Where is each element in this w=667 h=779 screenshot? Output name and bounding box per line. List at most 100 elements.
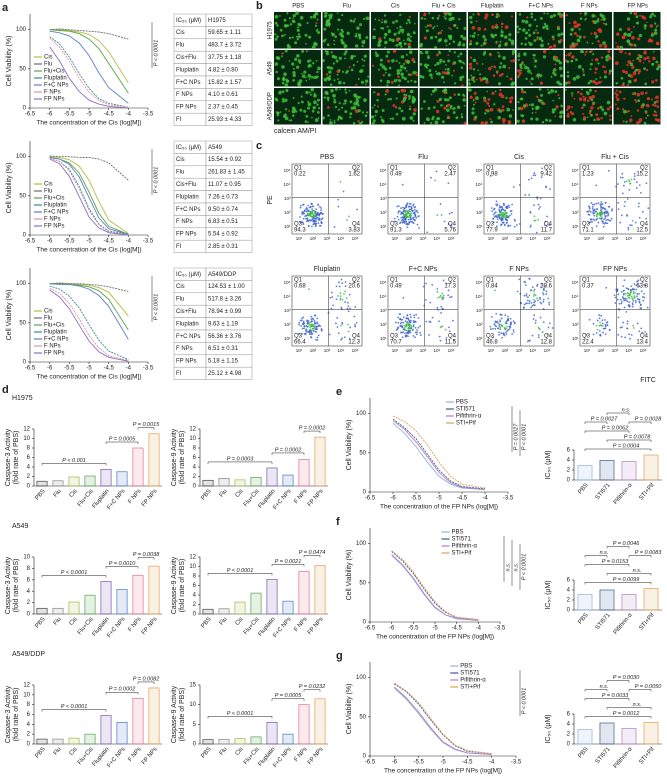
cell-dot bbox=[363, 54, 367, 58]
cell-dot bbox=[323, 77, 328, 82]
cell-dot bbox=[395, 38, 400, 42]
cell-dot bbox=[498, 92, 503, 97]
event-dot bbox=[298, 333, 300, 335]
cell-dot bbox=[283, 72, 287, 77]
cell-dot bbox=[524, 65, 528, 70]
cell-dot bbox=[484, 120, 489, 125]
event-dot bbox=[436, 291, 439, 293]
quadrant-value: 46.8 bbox=[486, 340, 498, 346]
event-dot bbox=[638, 293, 640, 295]
event-dot bbox=[442, 296, 445, 299]
event-dot bbox=[410, 206, 413, 209]
event-dot bbox=[633, 172, 636, 175]
event-dot bbox=[627, 228, 630, 231]
cell-dot bbox=[533, 57, 535, 60]
event-dot bbox=[645, 182, 648, 185]
x-tick-label: 10⁵ bbox=[352, 348, 359, 353]
cell-dot bbox=[502, 121, 505, 124]
event-dot bbox=[320, 222, 323, 224]
event-dot bbox=[403, 222, 406, 224]
cell-dot bbox=[541, 120, 545, 124]
quadrant-events bbox=[394, 313, 422, 339]
event-dot bbox=[508, 206, 510, 209]
event-dot bbox=[299, 221, 302, 223]
event-dot bbox=[439, 203, 442, 205]
legend-label: F+C NPs bbox=[44, 210, 69, 216]
cell-dot bbox=[391, 38, 395, 43]
event-dot bbox=[541, 331, 544, 334]
cell-dot bbox=[436, 25, 439, 27]
cell-dot bbox=[573, 20, 577, 25]
cell-dot bbox=[292, 114, 295, 117]
cell-dot bbox=[654, 113, 658, 117]
cell-dot bbox=[289, 23, 293, 26]
legend-label: Flu+Cis bbox=[44, 69, 65, 75]
event-dot bbox=[310, 335, 312, 338]
event-dot bbox=[641, 331, 643, 334]
cell-dot bbox=[434, 35, 438, 39]
cell-dot bbox=[281, 34, 284, 38]
series-line bbox=[49, 30, 129, 104]
cell-dot bbox=[387, 73, 391, 77]
cell-dot bbox=[316, 18, 319, 21]
event-dot bbox=[593, 219, 596, 222]
cell-dot bbox=[299, 15, 304, 20]
event-dot bbox=[527, 296, 529, 298]
event-dot bbox=[537, 203, 540, 206]
event-dot bbox=[500, 313, 503, 316]
cell-dot bbox=[441, 71, 445, 74]
event-dot bbox=[500, 212, 502, 214]
cell-dot bbox=[434, 63, 437, 67]
cell-dot bbox=[387, 59, 391, 63]
event-dot bbox=[305, 210, 308, 213]
cell-dot bbox=[307, 121, 309, 124]
event-dot bbox=[417, 215, 420, 217]
cell-dot bbox=[409, 116, 414, 120]
y-tick-label: 6 bbox=[27, 455, 31, 461]
cell-dot bbox=[595, 34, 599, 38]
cell-dot bbox=[602, 65, 605, 68]
cell-dot bbox=[424, 50, 429, 55]
event-dot bbox=[303, 210, 306, 212]
y-tick-label: 4 bbox=[27, 722, 31, 728]
cell-dot bbox=[576, 38, 581, 43]
bar bbox=[68, 601, 80, 615]
cell-dot bbox=[453, 51, 456, 54]
cell-dot bbox=[602, 41, 606, 45]
event-dot bbox=[533, 215, 536, 218]
p-value: P = 0.0099 bbox=[613, 577, 640, 583]
cell-dot bbox=[286, 12, 289, 15]
cell-dot bbox=[594, 67, 598, 71]
cell-dot bbox=[632, 71, 637, 76]
cell-dot bbox=[489, 118, 492, 121]
cell-dot bbox=[656, 119, 659, 122]
x-tick-label: 10⁵ bbox=[448, 236, 455, 241]
cell-dot bbox=[649, 24, 654, 28]
p-value: n.s. bbox=[600, 550, 609, 556]
event-dot bbox=[638, 202, 640, 205]
event-dot bbox=[429, 301, 432, 304]
cell-dot bbox=[457, 42, 462, 47]
cell-dot bbox=[385, 54, 389, 58]
cell-dot bbox=[433, 25, 436, 28]
event-dot bbox=[396, 215, 399, 218]
event-dot bbox=[542, 293, 545, 296]
x-tick-label: -3.5 bbox=[511, 760, 522, 766]
table-text: FP NPs bbox=[176, 359, 197, 365]
cell-dot bbox=[288, 36, 292, 40]
y-tick-label: 10 bbox=[23, 436, 30, 442]
event-dot bbox=[633, 297, 636, 299]
cell-dot bbox=[348, 89, 351, 92]
event-dot bbox=[348, 215, 350, 218]
cell-dot bbox=[597, 62, 600, 65]
cell-dot bbox=[285, 79, 289, 83]
event-dot bbox=[626, 198, 629, 200]
micrograph bbox=[468, 12, 515, 49]
cell-dot bbox=[477, 13, 480, 16]
cell-dot bbox=[344, 91, 348, 94]
cell-dot bbox=[317, 98, 320, 102]
bar bbox=[116, 589, 128, 615]
cell-dot bbox=[342, 81, 346, 85]
cell-dot bbox=[405, 94, 408, 97]
event-dot bbox=[603, 211, 606, 213]
